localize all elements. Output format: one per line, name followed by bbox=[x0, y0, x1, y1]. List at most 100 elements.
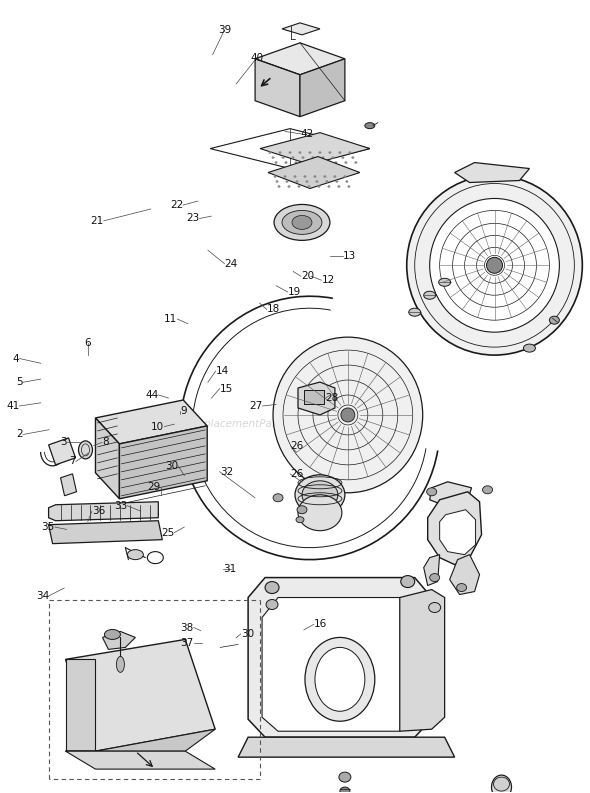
Polygon shape bbox=[210, 128, 370, 169]
Ellipse shape bbox=[487, 257, 503, 274]
Ellipse shape bbox=[339, 151, 341, 154]
Ellipse shape bbox=[288, 186, 290, 187]
Ellipse shape bbox=[308, 186, 310, 187]
Polygon shape bbox=[61, 474, 77, 496]
Polygon shape bbox=[65, 730, 215, 751]
Text: 16: 16 bbox=[314, 619, 327, 630]
Text: 21: 21 bbox=[90, 216, 104, 226]
Text: 36: 36 bbox=[92, 506, 105, 516]
Polygon shape bbox=[298, 382, 335, 415]
Text: 8: 8 bbox=[102, 438, 109, 447]
Ellipse shape bbox=[78, 441, 93, 459]
Ellipse shape bbox=[292, 216, 312, 229]
Ellipse shape bbox=[365, 123, 375, 128]
Ellipse shape bbox=[314, 162, 317, 163]
Ellipse shape bbox=[297, 506, 307, 514]
Text: 23: 23 bbox=[186, 213, 199, 224]
Polygon shape bbox=[119, 426, 207, 499]
Ellipse shape bbox=[337, 186, 340, 187]
Ellipse shape bbox=[285, 162, 287, 163]
Ellipse shape bbox=[491, 775, 512, 793]
Text: 19: 19 bbox=[288, 287, 301, 297]
Text: 15: 15 bbox=[219, 384, 233, 393]
Text: 32: 32 bbox=[219, 466, 233, 477]
Text: 2: 2 bbox=[17, 430, 23, 439]
Text: 35: 35 bbox=[42, 522, 55, 532]
Ellipse shape bbox=[549, 316, 559, 324]
Ellipse shape bbox=[273, 337, 422, 492]
Ellipse shape bbox=[276, 181, 278, 182]
Ellipse shape bbox=[457, 584, 467, 592]
Text: 31: 31 bbox=[223, 564, 237, 574]
Ellipse shape bbox=[341, 408, 355, 422]
Ellipse shape bbox=[298, 495, 342, 531]
Ellipse shape bbox=[316, 181, 318, 182]
Ellipse shape bbox=[305, 162, 307, 163]
Polygon shape bbox=[450, 554, 480, 595]
Ellipse shape bbox=[336, 181, 338, 182]
Ellipse shape bbox=[324, 162, 327, 163]
Ellipse shape bbox=[296, 517, 304, 523]
Polygon shape bbox=[300, 59, 345, 117]
Text: 13: 13 bbox=[343, 251, 356, 261]
Ellipse shape bbox=[275, 162, 277, 163]
Text: 10: 10 bbox=[151, 422, 165, 431]
Polygon shape bbox=[238, 737, 455, 757]
Polygon shape bbox=[248, 577, 432, 737]
Bar bbox=[304, 390, 324, 404]
Ellipse shape bbox=[409, 308, 421, 316]
Ellipse shape bbox=[340, 787, 350, 793]
Ellipse shape bbox=[309, 151, 311, 154]
Polygon shape bbox=[455, 163, 529, 182]
Ellipse shape bbox=[319, 151, 321, 154]
Ellipse shape bbox=[407, 175, 582, 355]
Polygon shape bbox=[65, 639, 215, 751]
Text: 34: 34 bbox=[36, 591, 49, 601]
Ellipse shape bbox=[282, 156, 284, 159]
Polygon shape bbox=[65, 751, 215, 769]
Ellipse shape bbox=[295, 162, 297, 163]
Ellipse shape bbox=[315, 647, 365, 711]
Ellipse shape bbox=[104, 630, 120, 639]
Ellipse shape bbox=[305, 638, 375, 722]
Ellipse shape bbox=[327, 186, 330, 187]
Text: 38: 38 bbox=[181, 623, 194, 633]
Ellipse shape bbox=[274, 175, 276, 178]
Text: 42: 42 bbox=[301, 128, 314, 139]
Ellipse shape bbox=[292, 156, 294, 159]
Ellipse shape bbox=[334, 175, 336, 178]
Ellipse shape bbox=[348, 186, 350, 187]
Ellipse shape bbox=[345, 162, 347, 163]
Ellipse shape bbox=[342, 156, 344, 159]
Text: 28: 28 bbox=[326, 393, 339, 403]
Text: 22: 22 bbox=[170, 200, 183, 210]
Text: 5: 5 bbox=[17, 377, 23, 387]
Ellipse shape bbox=[322, 156, 324, 159]
Ellipse shape bbox=[346, 181, 348, 182]
Ellipse shape bbox=[352, 156, 354, 159]
Text: 12: 12 bbox=[322, 275, 335, 285]
Polygon shape bbox=[282, 23, 320, 35]
Text: 33: 33 bbox=[114, 500, 127, 511]
Ellipse shape bbox=[438, 278, 451, 286]
Ellipse shape bbox=[284, 175, 286, 178]
Ellipse shape bbox=[312, 156, 314, 159]
Ellipse shape bbox=[127, 550, 143, 560]
Polygon shape bbox=[255, 59, 300, 117]
Polygon shape bbox=[430, 482, 471, 506]
Polygon shape bbox=[440, 510, 476, 554]
Text: 25: 25 bbox=[161, 527, 174, 538]
Polygon shape bbox=[424, 554, 440, 585]
Polygon shape bbox=[260, 132, 370, 164]
Polygon shape bbox=[268, 156, 360, 189]
Polygon shape bbox=[428, 492, 481, 565]
Text: 29: 29 bbox=[148, 482, 161, 492]
Ellipse shape bbox=[304, 175, 306, 178]
Ellipse shape bbox=[282, 210, 322, 235]
Ellipse shape bbox=[344, 175, 346, 178]
Ellipse shape bbox=[355, 162, 357, 163]
Polygon shape bbox=[262, 598, 415, 731]
Text: 30: 30 bbox=[165, 461, 178, 471]
Ellipse shape bbox=[269, 151, 271, 154]
Text: 3: 3 bbox=[60, 438, 67, 447]
